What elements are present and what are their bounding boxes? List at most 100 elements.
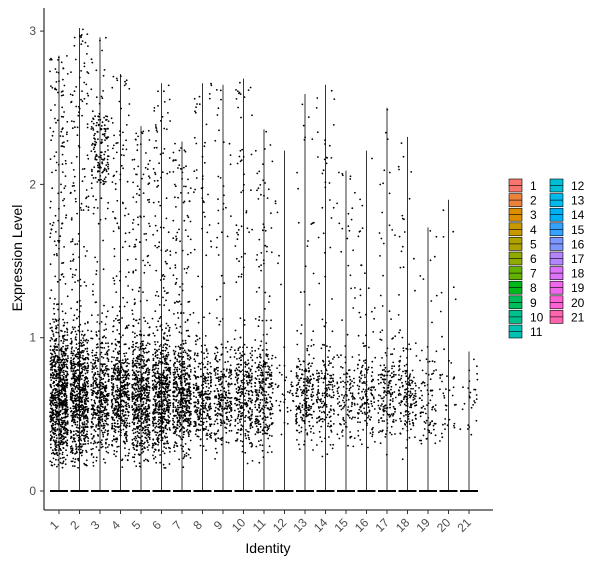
data-point bbox=[120, 417, 122, 420]
data-point bbox=[49, 200, 52, 203]
data-point bbox=[133, 411, 136, 414]
data-point bbox=[65, 133, 68, 136]
data-point bbox=[189, 420, 192, 423]
data-point bbox=[54, 406, 57, 408]
data-point bbox=[131, 400, 134, 402]
data-point bbox=[187, 354, 190, 357]
data-point bbox=[58, 449, 60, 452]
data-point bbox=[72, 412, 74, 415]
data-point bbox=[127, 369, 130, 371]
data-point bbox=[49, 360, 52, 363]
data-point bbox=[85, 451, 88, 453]
data-point bbox=[196, 103, 198, 105]
data-point bbox=[163, 148, 166, 150]
data-point bbox=[54, 354, 57, 357]
data-point bbox=[169, 451, 171, 453]
data-point bbox=[162, 355, 165, 358]
data-point bbox=[75, 443, 78, 446]
data-point bbox=[62, 337, 64, 339]
data-point bbox=[157, 443, 160, 446]
data-point bbox=[55, 439, 57, 442]
data-point bbox=[54, 426, 57, 429]
data-point bbox=[144, 166, 147, 169]
data-point bbox=[125, 139, 127, 142]
data-point bbox=[90, 150, 93, 153]
data-point bbox=[135, 132, 138, 135]
data-point bbox=[156, 341, 159, 343]
data-point bbox=[119, 424, 122, 427]
data-point bbox=[94, 140, 96, 143]
data-point bbox=[194, 410, 196, 413]
data-point bbox=[124, 378, 126, 381]
data-point bbox=[80, 367, 83, 370]
data-point bbox=[185, 185, 187, 188]
data-point bbox=[182, 366, 184, 368]
data-point bbox=[154, 352, 157, 354]
data-point bbox=[131, 374, 134, 376]
data-point bbox=[147, 382, 150, 385]
data-point bbox=[50, 57, 52, 60]
data-point bbox=[95, 412, 97, 415]
data-point bbox=[188, 406, 191, 408]
data-point bbox=[115, 455, 117, 458]
data-point bbox=[66, 367, 69, 370]
data-point bbox=[147, 380, 150, 383]
data-point bbox=[75, 333, 78, 336]
data-point bbox=[93, 354, 96, 357]
data-point bbox=[80, 70, 82, 72]
data-point bbox=[153, 451, 156, 453]
data-point bbox=[71, 392, 74, 395]
data-point bbox=[90, 425, 93, 428]
data-point bbox=[79, 285, 82, 287]
data-point bbox=[198, 391, 201, 394]
data-point bbox=[135, 345, 137, 348]
data-point bbox=[62, 350, 65, 353]
data-point bbox=[93, 137, 95, 140]
data-point bbox=[81, 426, 83, 428]
data-point bbox=[163, 442, 166, 445]
data-point bbox=[80, 431, 82, 434]
data-point bbox=[61, 466, 64, 469]
data-point bbox=[73, 438, 75, 441]
data-point bbox=[92, 416, 94, 419]
data-point bbox=[169, 359, 172, 362]
data-point bbox=[65, 327, 68, 330]
data-point bbox=[86, 341, 89, 344]
data-point bbox=[160, 427, 163, 430]
data-point bbox=[118, 332, 121, 335]
data-point bbox=[66, 331, 69, 334]
data-point bbox=[65, 216, 67, 219]
data-point bbox=[98, 406, 100, 409]
data-point bbox=[110, 382, 113, 384]
data-point bbox=[203, 417, 205, 420]
data-point bbox=[120, 389, 123, 391]
data-point bbox=[67, 408, 69, 411]
data-point bbox=[57, 366, 60, 369]
data-point bbox=[86, 430, 88, 433]
data-point bbox=[53, 401, 56, 404]
data-point bbox=[60, 329, 62, 332]
data-point bbox=[183, 349, 186, 352]
data-point bbox=[113, 356, 115, 359]
data-point bbox=[91, 144, 93, 146]
data-point bbox=[162, 336, 165, 339]
data-point bbox=[64, 440, 67, 443]
data-point bbox=[66, 347, 69, 349]
data-point bbox=[136, 449, 138, 451]
data-point bbox=[152, 353, 154, 356]
data-point bbox=[83, 399, 86, 401]
data-point bbox=[95, 141, 98, 144]
data-point bbox=[116, 79, 119, 82]
data-point bbox=[65, 379, 68, 381]
data-point bbox=[83, 65, 86, 68]
data-point bbox=[143, 362, 146, 365]
data-point bbox=[51, 329, 53, 332]
data-point bbox=[185, 329, 188, 332]
data-point bbox=[164, 343, 167, 345]
data-point bbox=[146, 420, 148, 423]
data-point bbox=[113, 428, 115, 430]
data-point bbox=[165, 424, 168, 427]
data-point bbox=[164, 250, 167, 253]
data-point bbox=[157, 105, 159, 107]
data-point bbox=[126, 459, 129, 462]
